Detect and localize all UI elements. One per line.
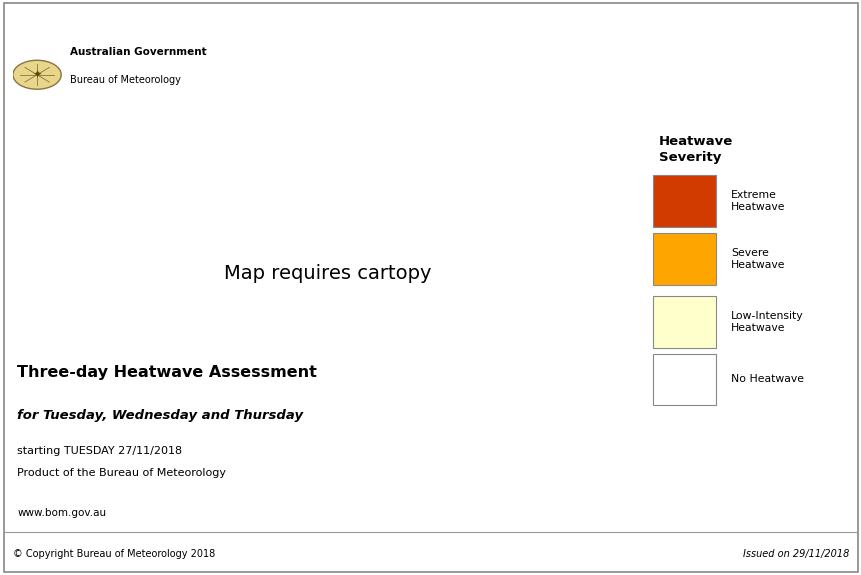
Text: Severe
Heatwave: Severe Heatwave: [730, 248, 784, 270]
Bar: [652, 233, 715, 285]
Text: Three-day Heatwave Assessment: Three-day Heatwave Assessment: [17, 365, 317, 380]
Text: for Tuesday, Wednesday and Thursday: for Tuesday, Wednesday and Thursday: [17, 409, 303, 421]
Text: Bureau of Meteorology: Bureau of Meteorology: [70, 75, 181, 85]
Text: Map requires cartopy: Map requires cartopy: [224, 263, 430, 283]
Circle shape: [13, 60, 61, 89]
Text: No Heatwave: No Heatwave: [730, 374, 803, 385]
Text: ✦: ✦: [33, 70, 41, 80]
Bar: [652, 296, 715, 348]
Text: Product of the Bureau of Meteorology: Product of the Bureau of Meteorology: [17, 467, 226, 478]
Text: Low-Intensity
Heatwave: Low-Intensity Heatwave: [730, 311, 802, 333]
Text: www.bom.gov.au: www.bom.gov.au: [17, 508, 106, 518]
Text: Heatwave
Severity: Heatwave Severity: [659, 135, 733, 164]
Text: Issued on 29/11/2018: Issued on 29/11/2018: [742, 549, 848, 558]
Text: Extreme
Heatwave: Extreme Heatwave: [730, 190, 784, 212]
Bar: [652, 354, 715, 405]
Text: Australian Government: Australian Government: [70, 47, 206, 57]
Bar: [652, 175, 715, 227]
Text: starting TUESDAY 27/11/2018: starting TUESDAY 27/11/2018: [17, 446, 183, 456]
Text: © Copyright Bureau of Meteorology 2018: © Copyright Bureau of Meteorology 2018: [13, 549, 215, 558]
